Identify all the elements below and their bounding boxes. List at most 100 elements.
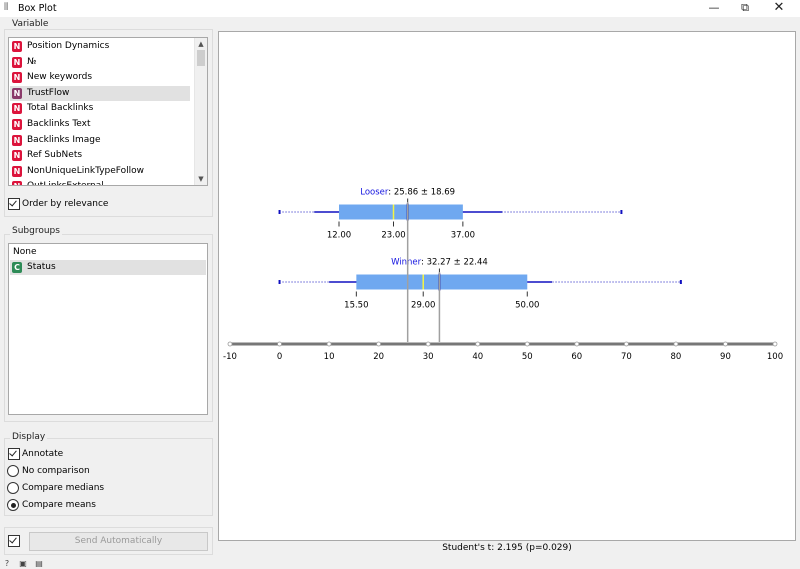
order-by-relevance-label: Order by relevance <box>22 199 109 209</box>
numeric-variable-icon: N <box>12 134 22 146</box>
variable-item[interactable]: N New keywords <box>10 70 190 85</box>
variable-item[interactable]: N Backlinks Text <box>10 117 190 132</box>
subgroup-item-label: Status <box>27 262 56 272</box>
variable-list-scrollbar[interactable]: ▲ ▼ <box>194 38 207 185</box>
quartile-label: 23.00 <box>381 231 405 241</box>
variable-item-label: № <box>27 56 37 67</box>
scroll-down-icon[interactable]: ▼ <box>198 175 204 183</box>
numeric-variable-icon: N <box>12 72 22 84</box>
axis-tick <box>277 341 282 347</box>
axis-tick <box>475 341 481 347</box>
axis-tick-label: 30 <box>423 352 434 362</box>
annotate-checkbox[interactable] <box>8 448 20 460</box>
title-bar: ⫴ Box Plot — ⧉ ✕ <box>0 0 800 17</box>
numeric-variable-icon: N <box>12 56 22 68</box>
numeric-variable-icon: N <box>12 41 22 52</box>
numeric-variable-icon: N <box>12 103 22 115</box>
axis-tick <box>723 341 728 347</box>
variable-group-label: Variable <box>10 19 51 29</box>
numeric-variable-icon: N <box>12 165 22 177</box>
mean-annotation: Looser: 25.86 ± 18.69 <box>360 188 455 198</box>
subgroup-item-label: None <box>13 247 37 257</box>
axis-tick-label: 0 <box>277 352 282 362</box>
iqr-box <box>339 204 463 220</box>
axis-tick <box>574 341 580 347</box>
quartile-label: 12.00 <box>327 231 351 241</box>
numeric-variable-icon: N <box>12 150 22 162</box>
numeric-variable-icon: N <box>12 119 22 130</box>
save-image-icon[interactable]: ▣ <box>19 559 27 568</box>
annotate-label: Annotate <box>22 449 64 459</box>
close-button[interactable]: ✕ <box>773 0 785 15</box>
variable-item-label: Total Backlinks <box>27 103 94 114</box>
scrollbar-thumb[interactable] <box>197 50 205 66</box>
variable-item[interactable]: N № <box>10 55 190 70</box>
variable-item[interactable]: N Total Backlinks <box>10 101 190 116</box>
mean-sd-label: 25.86 ± 18.69 <box>394 188 455 198</box>
axis-tick <box>326 341 332 347</box>
box-plot-app-icon: ⫴ <box>4 2 9 13</box>
annotation-separator: : <box>388 188 394 198</box>
send-group <box>4 527 213 555</box>
subgroup-item-status[interactable]: C Status <box>10 260 206 275</box>
axis-tick-label: 20 <box>373 352 384 362</box>
axis-tick-label: 40 <box>472 352 483 362</box>
numeric-variable-icon: N <box>12 87 22 99</box>
axis-tick <box>524 341 530 347</box>
variable-item[interactable]: N Ref SubNets <box>10 148 190 163</box>
subgroups-list[interactable]: None C Status <box>8 243 208 415</box>
axis-tick-label: 70 <box>621 352 632 362</box>
variable-item[interactable]: N NonUniqueLinkTypeFollow <box>10 164 190 179</box>
variable-list[interactable]: N Position Dynamics N № N New keywords N TrustF… <box>8 37 208 186</box>
axis-tick-label: 10 <box>324 352 335 362</box>
axis-tick-label: 90 <box>720 352 731 362</box>
variable-item[interactable]: N Position Dynamics <box>10 39 190 54</box>
axis-tick <box>376 341 382 347</box>
axis-tick <box>623 341 629 347</box>
variable-item-label: Ref SubNets <box>27 150 83 161</box>
variable-item-label: Position Dynamics <box>27 41 110 51</box>
mean-sd-label: 32.27 ± 22.44 <box>427 258 488 268</box>
variable-item-label: OutLinksExternal <box>27 179 104 185</box>
axis-tick-label: 80 <box>670 352 681 362</box>
quartile-label: 15.50 <box>344 301 368 311</box>
minimize-button[interactable]: — <box>708 1 720 14</box>
variable-item-label: Backlinks Image <box>27 134 101 145</box>
help-icon[interactable]: ? <box>4 559 10 568</box>
display-group-label: Display <box>10 432 48 442</box>
box-plot-chart: -10 0 10 20 30 40 50 60 70 80 90 100 Looser: 25.86 ±… <box>223 188 783 363</box>
compare-medians-radio[interactable] <box>7 482 19 494</box>
variable-item[interactable]: N Backlinks Image <box>10 133 190 148</box>
axis-tick <box>673 341 679 347</box>
subgroups-group <box>4 234 213 422</box>
window-title: Box Plot <box>18 3 57 14</box>
axis-tick <box>227 341 233 347</box>
order-by-relevance-checkbox[interactable] <box>8 198 20 210</box>
mean-annotation: Winner: 32.27 ± 22.44 <box>391 258 488 268</box>
quartile-label: 37.00 <box>451 231 475 241</box>
t-test-statistic: Student's t: 2.195 (p=0.029) <box>442 543 572 553</box>
subgroup-item-none[interactable]: None <box>10 245 206 260</box>
no-comparison-radio[interactable] <box>7 465 19 477</box>
no-comparison-label: No comparison <box>22 466 90 476</box>
variable-item-label: NonUniqueLinkTypeFollow <box>27 165 145 176</box>
group-name-label: Winner <box>391 258 422 268</box>
axis-tick <box>425 341 431 347</box>
variable-item[interactable]: N OutLinksExternal <box>10 179 190 185</box>
subgroups-group-label: Subgroups <box>10 226 62 236</box>
axis-tick <box>772 341 778 347</box>
variable-item-label: Backlinks Text <box>27 119 91 129</box>
variable-item[interactable]: N TrustFlow <box>10 85 190 101</box>
status-bar-icons: ? ▣ ▤ <box>2 559 50 569</box>
variable-item-label: New keywords <box>27 72 93 83</box>
compare-means-label: Compare means <box>22 500 96 510</box>
box-plot-area[interactable]: -10 0 10 20 30 40 50 60 70 80 90 100 Looser: 25.86 ±… <box>218 31 796 541</box>
compare-means-radio[interactable] <box>7 499 19 511</box>
maximize-button[interactable]: ⧉ <box>741 1 749 14</box>
send-automatically-button[interactable]: Send Automatically <box>29 532 208 551</box>
send-automatically-checkbox[interactable] <box>8 535 20 547</box>
report-icon[interactable]: ▤ <box>35 559 43 568</box>
scroll-up-icon[interactable]: ▲ <box>198 40 204 48</box>
numeric-variable-icon: N <box>12 181 22 185</box>
quartile-label: 29.00 <box>411 301 435 311</box>
